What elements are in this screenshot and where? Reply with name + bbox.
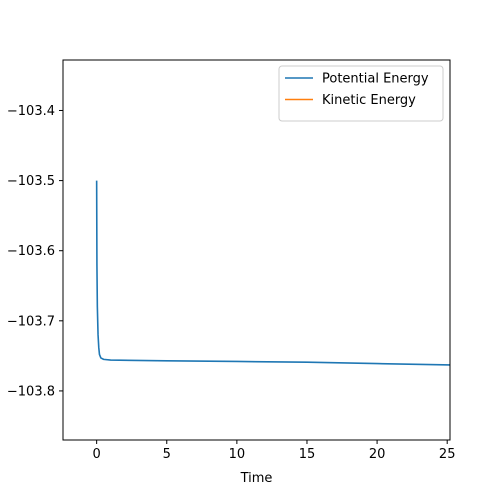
y-tick-label: −103.4 xyxy=(7,104,55,119)
legend: Potential Energy Kinetic Energy xyxy=(278,65,444,122)
legend-items: Potential Energy Kinetic Energy xyxy=(285,72,429,108)
y-tick-label: −103.7 xyxy=(7,314,55,329)
y-tick-label: −103.6 xyxy=(7,244,55,259)
x-tick-label: 20 xyxy=(369,447,386,462)
x-tick-label: 0 xyxy=(93,447,101,462)
legend-box xyxy=(278,65,444,122)
x-axis-label: Time xyxy=(240,471,273,486)
x-tick-label: 5 xyxy=(163,447,171,462)
y-axis: −103.8 −103.7 −103.6 −103.5 −103.4 xyxy=(7,104,63,399)
axes-frame xyxy=(62,59,451,441)
legend-label: Potential Energy xyxy=(322,72,429,87)
x-tick-label: 10 xyxy=(229,447,246,462)
legend-label: Kinetic Energy xyxy=(322,93,416,108)
y-tick-label: −103.5 xyxy=(7,174,55,189)
x-axis: 0 5 10 15 20 25 xyxy=(93,440,456,462)
y-tick-label: −103.8 xyxy=(7,384,55,399)
x-tick-label: 15 xyxy=(299,447,316,462)
x-tick-label: 25 xyxy=(439,447,456,462)
series-layer xyxy=(95,180,450,366)
series-line-potential-energy xyxy=(95,180,450,366)
